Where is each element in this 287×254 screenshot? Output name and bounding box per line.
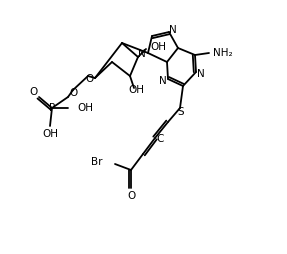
Text: N: N xyxy=(169,25,177,35)
Text: NH₂: NH₂ xyxy=(213,48,233,58)
Text: O: O xyxy=(127,191,135,201)
Text: OH: OH xyxy=(42,129,58,139)
Text: N: N xyxy=(138,49,146,59)
Text: OH: OH xyxy=(128,85,144,95)
Text: OH: OH xyxy=(150,42,166,52)
Text: OH: OH xyxy=(77,103,93,113)
Text: O: O xyxy=(30,87,38,97)
Text: P: P xyxy=(49,103,55,113)
Text: N: N xyxy=(197,69,205,79)
Text: N: N xyxy=(159,76,167,86)
Text: O: O xyxy=(69,88,77,98)
Text: Br: Br xyxy=(92,157,103,167)
Text: O: O xyxy=(85,74,93,84)
Text: C: C xyxy=(156,134,164,144)
Text: S: S xyxy=(178,107,184,117)
